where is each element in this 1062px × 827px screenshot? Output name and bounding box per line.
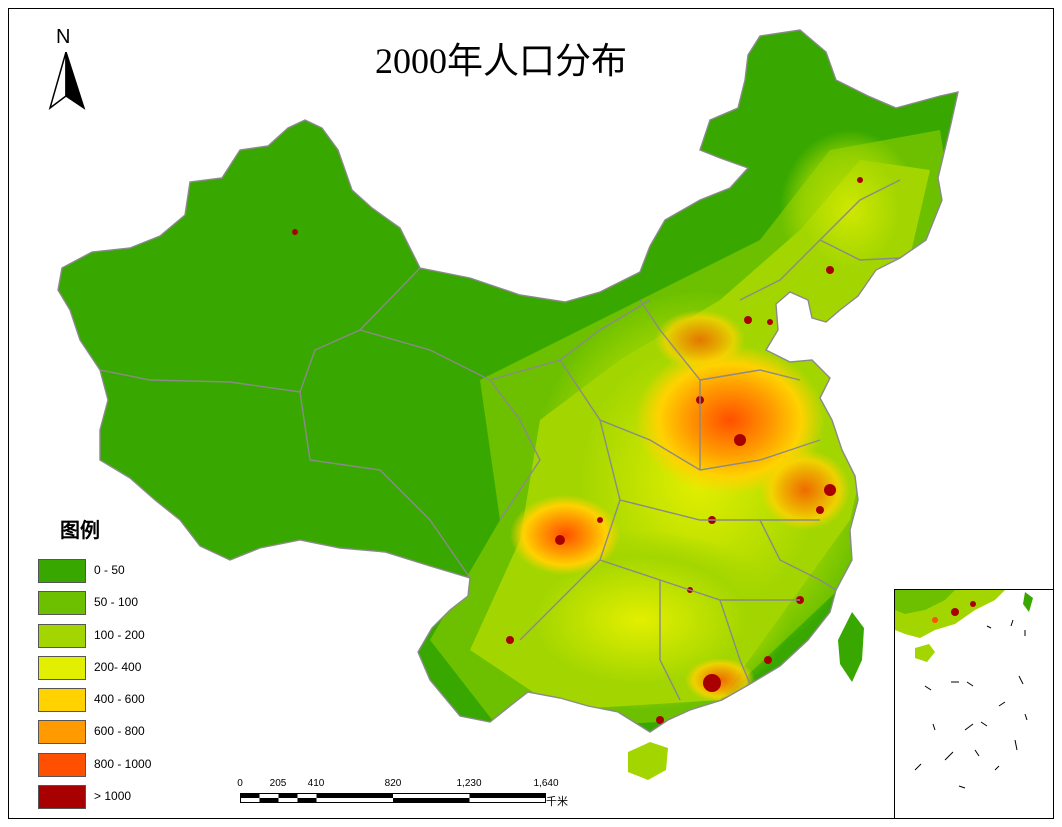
scale-tick: 820 (384, 778, 402, 789)
south-china-sea-inset (894, 589, 1054, 819)
legend-item: 400 - 600 (38, 688, 218, 720)
map-title: 2000年人口分布 (374, 41, 627, 81)
legend-swatch (38, 785, 86, 810)
legend-swatch (38, 559, 86, 583)
legend-swatch (38, 623, 86, 648)
legend-swatch (38, 655, 86, 680)
legend-item: > 1000 (38, 785, 218, 817)
legend-item: 0 - 50 (38, 559, 218, 591)
legend-label: 0 - 50 (94, 563, 125, 577)
legend-title: 图例 (60, 518, 100, 542)
legend-label: 400 - 600 (94, 692, 145, 707)
legend-swatch (38, 591, 86, 616)
legend-label: 50 - 100 (94, 595, 139, 610)
scale-tick: 1,640 (533, 778, 559, 789)
province-boundaries (57, 29, 959, 733)
north-label: N (56, 26, 71, 48)
legend-item: 800 - 1000 (38, 752, 218, 785)
legend-item: 50 - 100 (38, 591, 218, 623)
legend-swatch (38, 752, 86, 777)
legend-label: > 1000 (94, 789, 132, 804)
legend-item: 600 - 800 (38, 720, 218, 752)
taiwan-island (838, 612, 864, 682)
legend-label: 600 - 800 (94, 724, 145, 739)
legend-swatch (38, 720, 86, 745)
legend: 图例 0 - 50 50 - 100 100 - 200 200- 400 400 - … (38, 514, 218, 817)
legend-label: 800 - 1000 (94, 756, 152, 771)
scale-tick: 205 (269, 778, 287, 789)
scale-unit: 千米 (546, 796, 568, 808)
legend-item: 200- 400 (38, 655, 218, 688)
scale-tick: 0 (237, 778, 243, 789)
scale-tick: 1,230 (456, 778, 482, 789)
scale-bar: 0 205 410 820 1,230 1,640 千米 (237, 778, 580, 808)
legend-label: 200- 400 (94, 659, 142, 674)
legend-item: 100 - 200 (38, 623, 218, 656)
legend-label: 100 - 200 (94, 627, 145, 642)
scale-tick: 410 (307, 778, 325, 789)
scale-bar-graphic (240, 793, 546, 803)
north-arrow: N (48, 26, 88, 112)
hainan-island (628, 742, 668, 780)
inset-map (895, 590, 1033, 789)
north-arrow-icon (48, 52, 86, 110)
legend-swatch (38, 688, 86, 713)
